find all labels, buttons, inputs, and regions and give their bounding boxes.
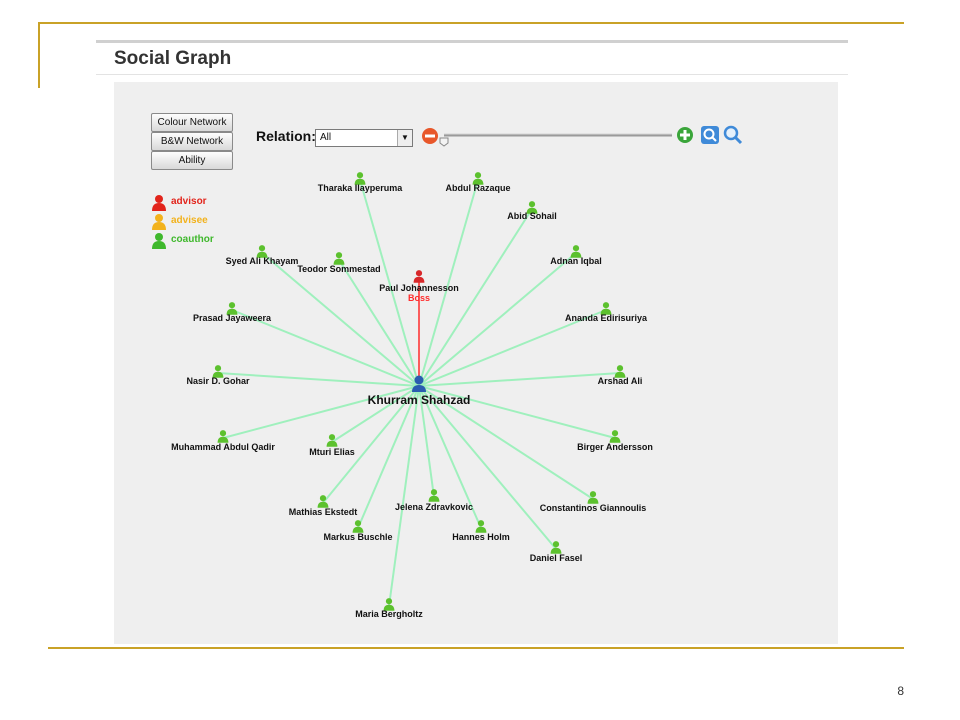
node-label[interactable]: Adnan Iqbal [550,256,602,266]
node-label[interactable]: Hannes Holm [452,532,510,542]
advisor-person-icon[interactable] [413,270,425,283]
edge-coauthor [322,385,420,504]
advisee-person-icon [152,214,166,230]
search-icon[interactable] [723,125,743,145]
node-label[interactable]: Abdul Razaque [445,183,510,193]
node-label[interactable]: Syed Ali Khayam [226,256,299,266]
node-label[interactable]: Arshad Ali [598,376,643,386]
left-rule [38,22,40,88]
node-label[interactable]: Abid Sohail [507,211,557,221]
edge-coauthor [217,372,420,387]
edge-coauthor [418,385,482,529]
coauthor-person-icon[interactable] [352,520,364,533]
coauthor-person-icon[interactable] [226,302,238,315]
bw-network-button[interactable]: B&W Network [151,132,233,151]
node-label[interactable]: Paul Johannesson [379,283,459,293]
coauthor-person-icon[interactable] [587,491,599,504]
node-label[interactable]: Teodor Sommestad [297,264,380,274]
relation-select[interactable]: All ▼ [315,129,413,147]
relation-select-value: All [320,132,332,143]
page-title: Social Graph [114,48,232,69]
node-label[interactable]: Constantinos Giannoulis [540,503,647,513]
node-label[interactable]: Mathias Ekstedt [289,507,358,517]
coauthor-person-icon[interactable] [217,430,229,443]
coauthor-person-icon[interactable] [475,520,487,533]
node-label[interactable]: Tharaka Ilayperuma [318,183,404,193]
coauthor-person-icon[interactable] [212,365,224,378]
node-label[interactable]: Prasad Jayaweera [193,313,272,323]
node-label[interactable]: Jelena Zdravkovic [395,502,473,512]
coauthor-person-icon[interactable] [317,495,329,508]
center-node-label[interactable]: Khurram Shahzad [368,393,471,407]
coauthor-person-icon[interactable] [472,172,484,185]
zoom-fit-icon[interactable] [701,126,719,144]
coauthor-person-icon[interactable] [354,172,366,185]
advisor-person-icon [152,195,166,211]
relation-label: Relation: [256,128,316,144]
top-rule [40,22,904,24]
coauthor-person-icon[interactable] [326,434,338,447]
edge-coauthor [222,385,420,439]
zoom-slider-handle[interactable] [439,137,449,147]
coauthor-person-icon[interactable] [428,489,440,502]
node-label[interactable]: Ananda Edirisuriya [565,313,648,323]
legend-advisee-label: advisee [171,215,208,226]
bottom-rule [48,647,904,649]
edge-coauthor [418,385,616,439]
edge-coauthor [331,385,420,443]
slide-number: 8 [897,684,904,698]
node-label[interactable]: Birger Andersson [577,442,653,452]
ability-button[interactable]: Ability [151,151,233,170]
title-rule [96,74,848,75]
edge-coauthor [338,259,420,387]
edge-coauthor [418,208,533,387]
chevron-down-icon[interactable]: ▼ [397,130,412,146]
center-person-icon[interactable] [412,375,426,393]
coauthor-person-icon[interactable] [570,245,582,258]
zoom-slider[interactable] [439,133,672,147]
zoom-out-icon[interactable] [422,128,438,144]
colour-network-button[interactable]: Colour Network [151,113,233,132]
node-label[interactable]: Markus Buschle [323,532,392,542]
edge-coauthor [418,385,435,498]
node-label[interactable]: Mturi Elias [309,447,355,457]
node-label[interactable]: Daniel Fasel [530,553,583,563]
edge-coauthor [418,385,557,550]
legend-coauthor-label: coauthor [171,234,214,245]
node-label[interactable]: Maria Bergholtz [355,609,423,619]
coauthor-person-icon[interactable] [614,365,626,378]
edge-coauthor [418,309,607,387]
edge-coauthor [357,385,420,529]
node-label[interactable]: Nasir D. Gohar [186,376,250,386]
edge-coauthor [388,385,420,607]
edge-coauthor [359,179,420,387]
legend-advisor-label: advisor [171,196,207,207]
coauthor-person-icon[interactable] [609,430,621,443]
edge-coauthor [418,372,621,387]
node-tag: Boss [408,293,430,303]
zoom-in-icon[interactable] [677,127,693,143]
edge-coauthor [418,385,594,500]
coauthor-person-icon[interactable] [550,541,562,554]
edge-coauthor [231,309,420,387]
coauthor-person-icon[interactable] [600,302,612,315]
coauthor-person-icon[interactable] [256,245,268,258]
edge-coauthor [261,252,420,387]
coauthor-person-icon[interactable] [526,201,538,214]
coauthor-person-icon[interactable] [383,598,395,611]
edge-coauthor [418,252,577,387]
coauthor-person-icon[interactable] [333,252,345,265]
header-bar [96,40,848,43]
edge-coauthor [418,179,479,387]
coauthor-person-icon [152,233,166,249]
node-label[interactable]: Muhammad Abdul Qadir [171,442,275,452]
